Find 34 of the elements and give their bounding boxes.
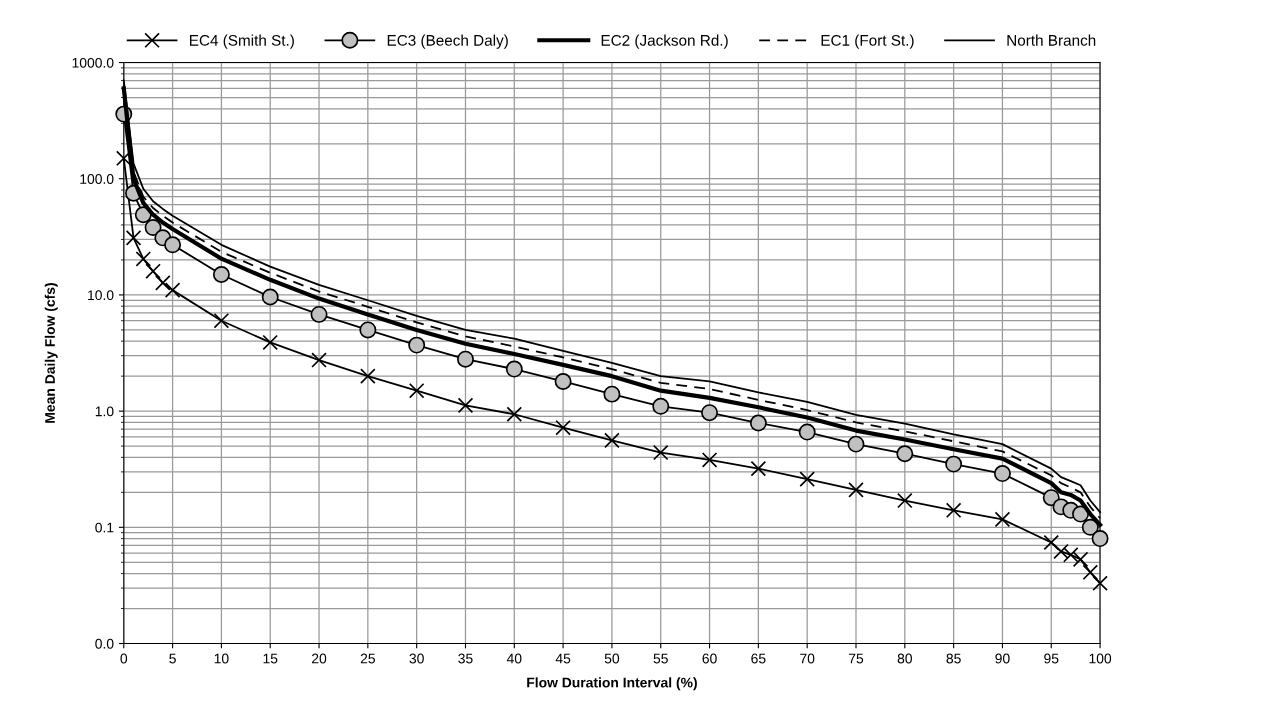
x-tick-label: 60	[702, 653, 717, 664]
x-tick-label: 20	[312, 653, 327, 664]
y-tick-label: 0.0	[95, 638, 114, 649]
x-tick-label: 100	[1089, 653, 1112, 664]
legend-label: EC1 (Fort St.)	[821, 34, 914, 49]
x-tick-label: 10	[214, 653, 229, 664]
legend-label: EC4 (Smith St.)	[190, 34, 294, 49]
legend-label: EC3 (Beech Daly)	[387, 34, 508, 49]
y-tick-label: 10.0	[88, 290, 114, 301]
x-tick-label: 80	[897, 653, 912, 664]
y-tick-label: 100.0	[80, 174, 114, 184]
x-tick-label: 75	[848, 653, 864, 664]
x-tick-label: 35	[458, 653, 473, 664]
x-tick-label: 40	[506, 653, 522, 664]
y-tick-label: 0.1	[95, 522, 114, 533]
x-tick-label: 95	[1044, 653, 1059, 664]
x-tick-label: 65	[751, 653, 766, 664]
y-axis-title: Mean Daily Flow (cfs)	[44, 283, 58, 423]
x-tick-label: 85	[946, 653, 961, 664]
x-tick-label: 90	[995, 653, 1010, 664]
x-tick-label: 45	[555, 653, 571, 664]
legend-label: EC2 (Jackson Rd.)	[601, 34, 728, 49]
x-tick-label: 25	[360, 653, 375, 664]
x-tick-label: 5	[169, 653, 176, 664]
legend-label: North Branch	[1007, 34, 1096, 46]
y-tick-label: 1000.0	[72, 57, 114, 68]
x-tick-label: 70	[800, 653, 815, 664]
x-tick-label: 15	[263, 653, 278, 664]
x-tick-label: 0	[120, 653, 128, 664]
x-tick-label: 30	[409, 653, 424, 664]
x-tick-label: 55	[653, 653, 668, 664]
y-tick-label: 1.0	[95, 406, 114, 417]
x-axis-title: Flow Duration Interval (%)	[527, 677, 697, 691]
x-tick-label: 50	[604, 653, 620, 664]
